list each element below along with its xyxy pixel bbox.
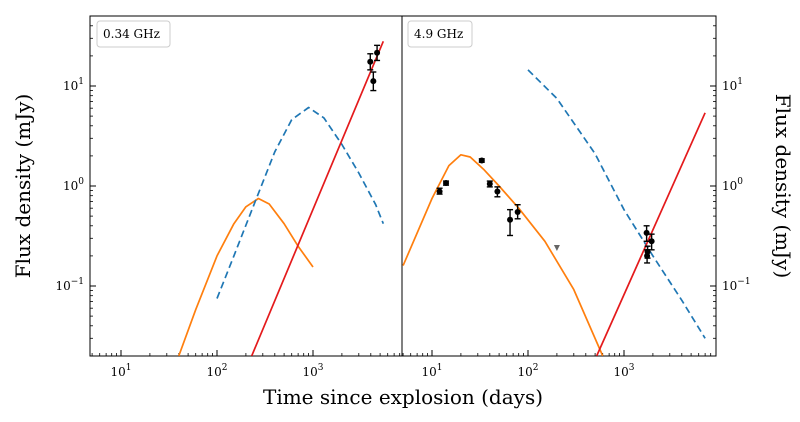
right-data-point (436, 188, 443, 195)
right-x-tick-label-1000: 103 (613, 363, 634, 379)
right-data-point (514, 208, 521, 215)
left-red-model-curve (250, 40, 385, 356)
left-orange-model-curve (178, 197, 314, 356)
right-panel-label-box: 4.9 GHz (407, 20, 473, 48)
right-upper-limit-marker (553, 244, 560, 251)
right-data-point (507, 216, 514, 223)
left-x-tick-label-1000: 103 (302, 363, 323, 379)
left-y-tick-label-10: 101 (63, 77, 84, 93)
right-x-tick-label-100: 102 (517, 363, 538, 379)
right-panel-plot-area (402, 69, 706, 356)
right-panel-label: 4.9 GHz (414, 27, 463, 41)
left-panel-plot-area (178, 40, 385, 356)
right-data-point (478, 157, 485, 164)
left-data-point (374, 49, 381, 56)
right-data-point (443, 180, 450, 187)
right-y-tick-label-1: 100 (722, 177, 743, 193)
left-x-tick-label-10: 101 (110, 363, 131, 379)
right-y-axis-label: Flux density (mJy) (771, 94, 795, 279)
left-blue-dashed-model-curve (216, 106, 385, 299)
left-x-tick-label-100: 102 (206, 363, 227, 379)
left-panel-label-box: 0.34 GHz (96, 20, 171, 48)
left-y-axis-label: Flux density (mJy) (11, 94, 35, 279)
right-blue-dashed-model-curve (527, 69, 706, 339)
left-data-point (367, 58, 374, 65)
right-data-point (643, 229, 650, 236)
right-y-tick-label-10: 101 (722, 77, 743, 93)
left-y-tick-label-1: 100 (63, 177, 84, 193)
left-panel-frame (89, 15, 403, 357)
right-panel-frame (401, 15, 717, 357)
right-orange-model-curve (402, 153, 604, 356)
left-y-tick-label-0p1: 10−1 (55, 277, 84, 293)
right-data-point (648, 238, 655, 245)
x-axis-label: Time since explosion (days) (263, 385, 543, 409)
left-data-point (370, 78, 377, 85)
right-y-tick-label-0p1: 10−1 (722, 277, 751, 293)
right-x-tick-label-10: 101 (421, 363, 442, 379)
left-panel-label: 0.34 GHz (103, 27, 160, 41)
right-data-point (494, 188, 501, 195)
minor-ticks (90, 25, 716, 356)
right-data-point (486, 180, 493, 187)
